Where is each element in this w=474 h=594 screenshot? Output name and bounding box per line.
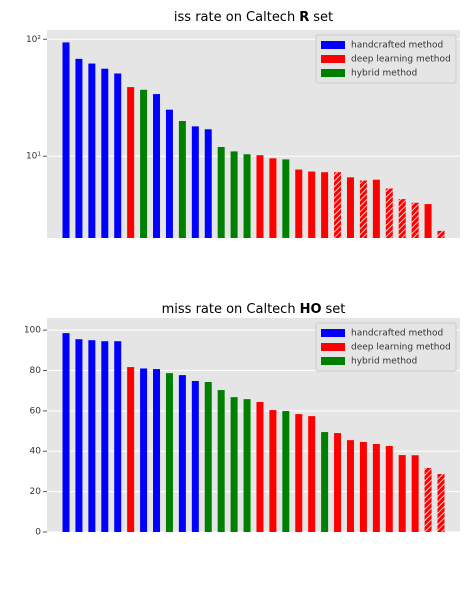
bar bbox=[62, 42, 70, 238]
bar-hatch bbox=[424, 468, 432, 532]
legend-label: hybrid method bbox=[351, 69, 417, 79]
bar bbox=[217, 146, 225, 238]
legend-swatch bbox=[321, 69, 345, 77]
bar bbox=[153, 94, 161, 238]
bar bbox=[256, 155, 264, 238]
bar bbox=[385, 445, 393, 532]
legend-label: hybrid method bbox=[351, 357, 417, 367]
legend-label: handcrafted method bbox=[351, 329, 443, 339]
bar bbox=[217, 390, 225, 532]
bar bbox=[178, 121, 186, 238]
bar bbox=[282, 159, 290, 238]
y-tick-label: 10² bbox=[26, 35, 41, 45]
bar bbox=[153, 369, 161, 532]
y-tick-label: 0 bbox=[35, 528, 41, 538]
bar bbox=[321, 172, 329, 238]
bar-hatch bbox=[334, 172, 342, 238]
bar bbox=[140, 368, 148, 532]
legend-box bbox=[315, 322, 457, 372]
bar bbox=[230, 397, 238, 532]
bar bbox=[127, 87, 135, 238]
y-tick-label: 10¹ bbox=[26, 152, 41, 162]
bar bbox=[359, 441, 367, 532]
bar bbox=[295, 169, 303, 238]
bar bbox=[346, 177, 354, 238]
legend-box bbox=[315, 34, 457, 84]
bar bbox=[88, 63, 96, 238]
y-tick-label: 20 bbox=[30, 487, 42, 497]
legend-swatch bbox=[321, 357, 345, 365]
legend-label: handcrafted method bbox=[351, 41, 443, 51]
bar bbox=[178, 375, 186, 532]
chart-title: miss rate on Caltech HO set bbox=[162, 302, 346, 317]
bar bbox=[308, 416, 316, 532]
bar bbox=[101, 341, 109, 532]
bar bbox=[165, 109, 173, 239]
y-tick-label: 100 bbox=[24, 326, 41, 336]
legend-swatch bbox=[321, 41, 345, 49]
legend-swatch bbox=[321, 55, 345, 63]
bar bbox=[372, 179, 380, 238]
bar-hatch bbox=[437, 474, 445, 532]
bar bbox=[269, 410, 277, 532]
bar bbox=[165, 373, 173, 532]
title-part: iss rate on Caltech bbox=[174, 10, 295, 25]
legend-swatch bbox=[321, 343, 345, 351]
bar bbox=[204, 129, 212, 238]
bar bbox=[62, 333, 70, 532]
legend-swatch bbox=[321, 329, 345, 337]
bar bbox=[321, 432, 329, 532]
bar bbox=[114, 73, 122, 238]
bar bbox=[411, 455, 419, 532]
bar bbox=[398, 455, 406, 532]
bar bbox=[191, 380, 199, 532]
y-tick-label: 40 bbox=[30, 447, 42, 457]
bar bbox=[256, 401, 264, 532]
bar bbox=[334, 433, 342, 532]
title-part: set bbox=[326, 302, 346, 317]
bar bbox=[191, 126, 199, 238]
bar bbox=[127, 367, 135, 532]
bar bbox=[424, 204, 432, 238]
bar bbox=[243, 154, 251, 238]
bar-hatch bbox=[411, 202, 419, 238]
bar bbox=[269, 158, 277, 238]
y-tick-label: 80 bbox=[30, 366, 42, 376]
title-part: miss rate on Caltech bbox=[162, 302, 296, 317]
bar bbox=[295, 414, 303, 532]
bar bbox=[346, 440, 354, 532]
bar bbox=[372, 443, 380, 532]
bar bbox=[114, 341, 122, 532]
bar-hatch bbox=[359, 180, 367, 238]
bar bbox=[101, 68, 109, 238]
y-tick-label: 60 bbox=[30, 406, 42, 416]
bar bbox=[230, 151, 238, 238]
bar bbox=[140, 89, 148, 238]
bar-hatch bbox=[398, 199, 406, 238]
title-part: R bbox=[299, 10, 309, 25]
title-part: set bbox=[313, 10, 333, 25]
bar-hatch bbox=[385, 188, 393, 238]
bar bbox=[88, 340, 96, 532]
bar bbox=[308, 171, 316, 238]
bar bbox=[204, 381, 212, 532]
bar bbox=[75, 58, 83, 239]
bar bbox=[282, 411, 290, 532]
bar-hatch bbox=[437, 230, 445, 238]
bar bbox=[243, 399, 251, 532]
title-part: HO bbox=[300, 302, 322, 317]
legend-label: deep learning method bbox=[351, 55, 451, 65]
legend-label: deep learning method bbox=[351, 343, 451, 353]
bar bbox=[75, 339, 83, 532]
